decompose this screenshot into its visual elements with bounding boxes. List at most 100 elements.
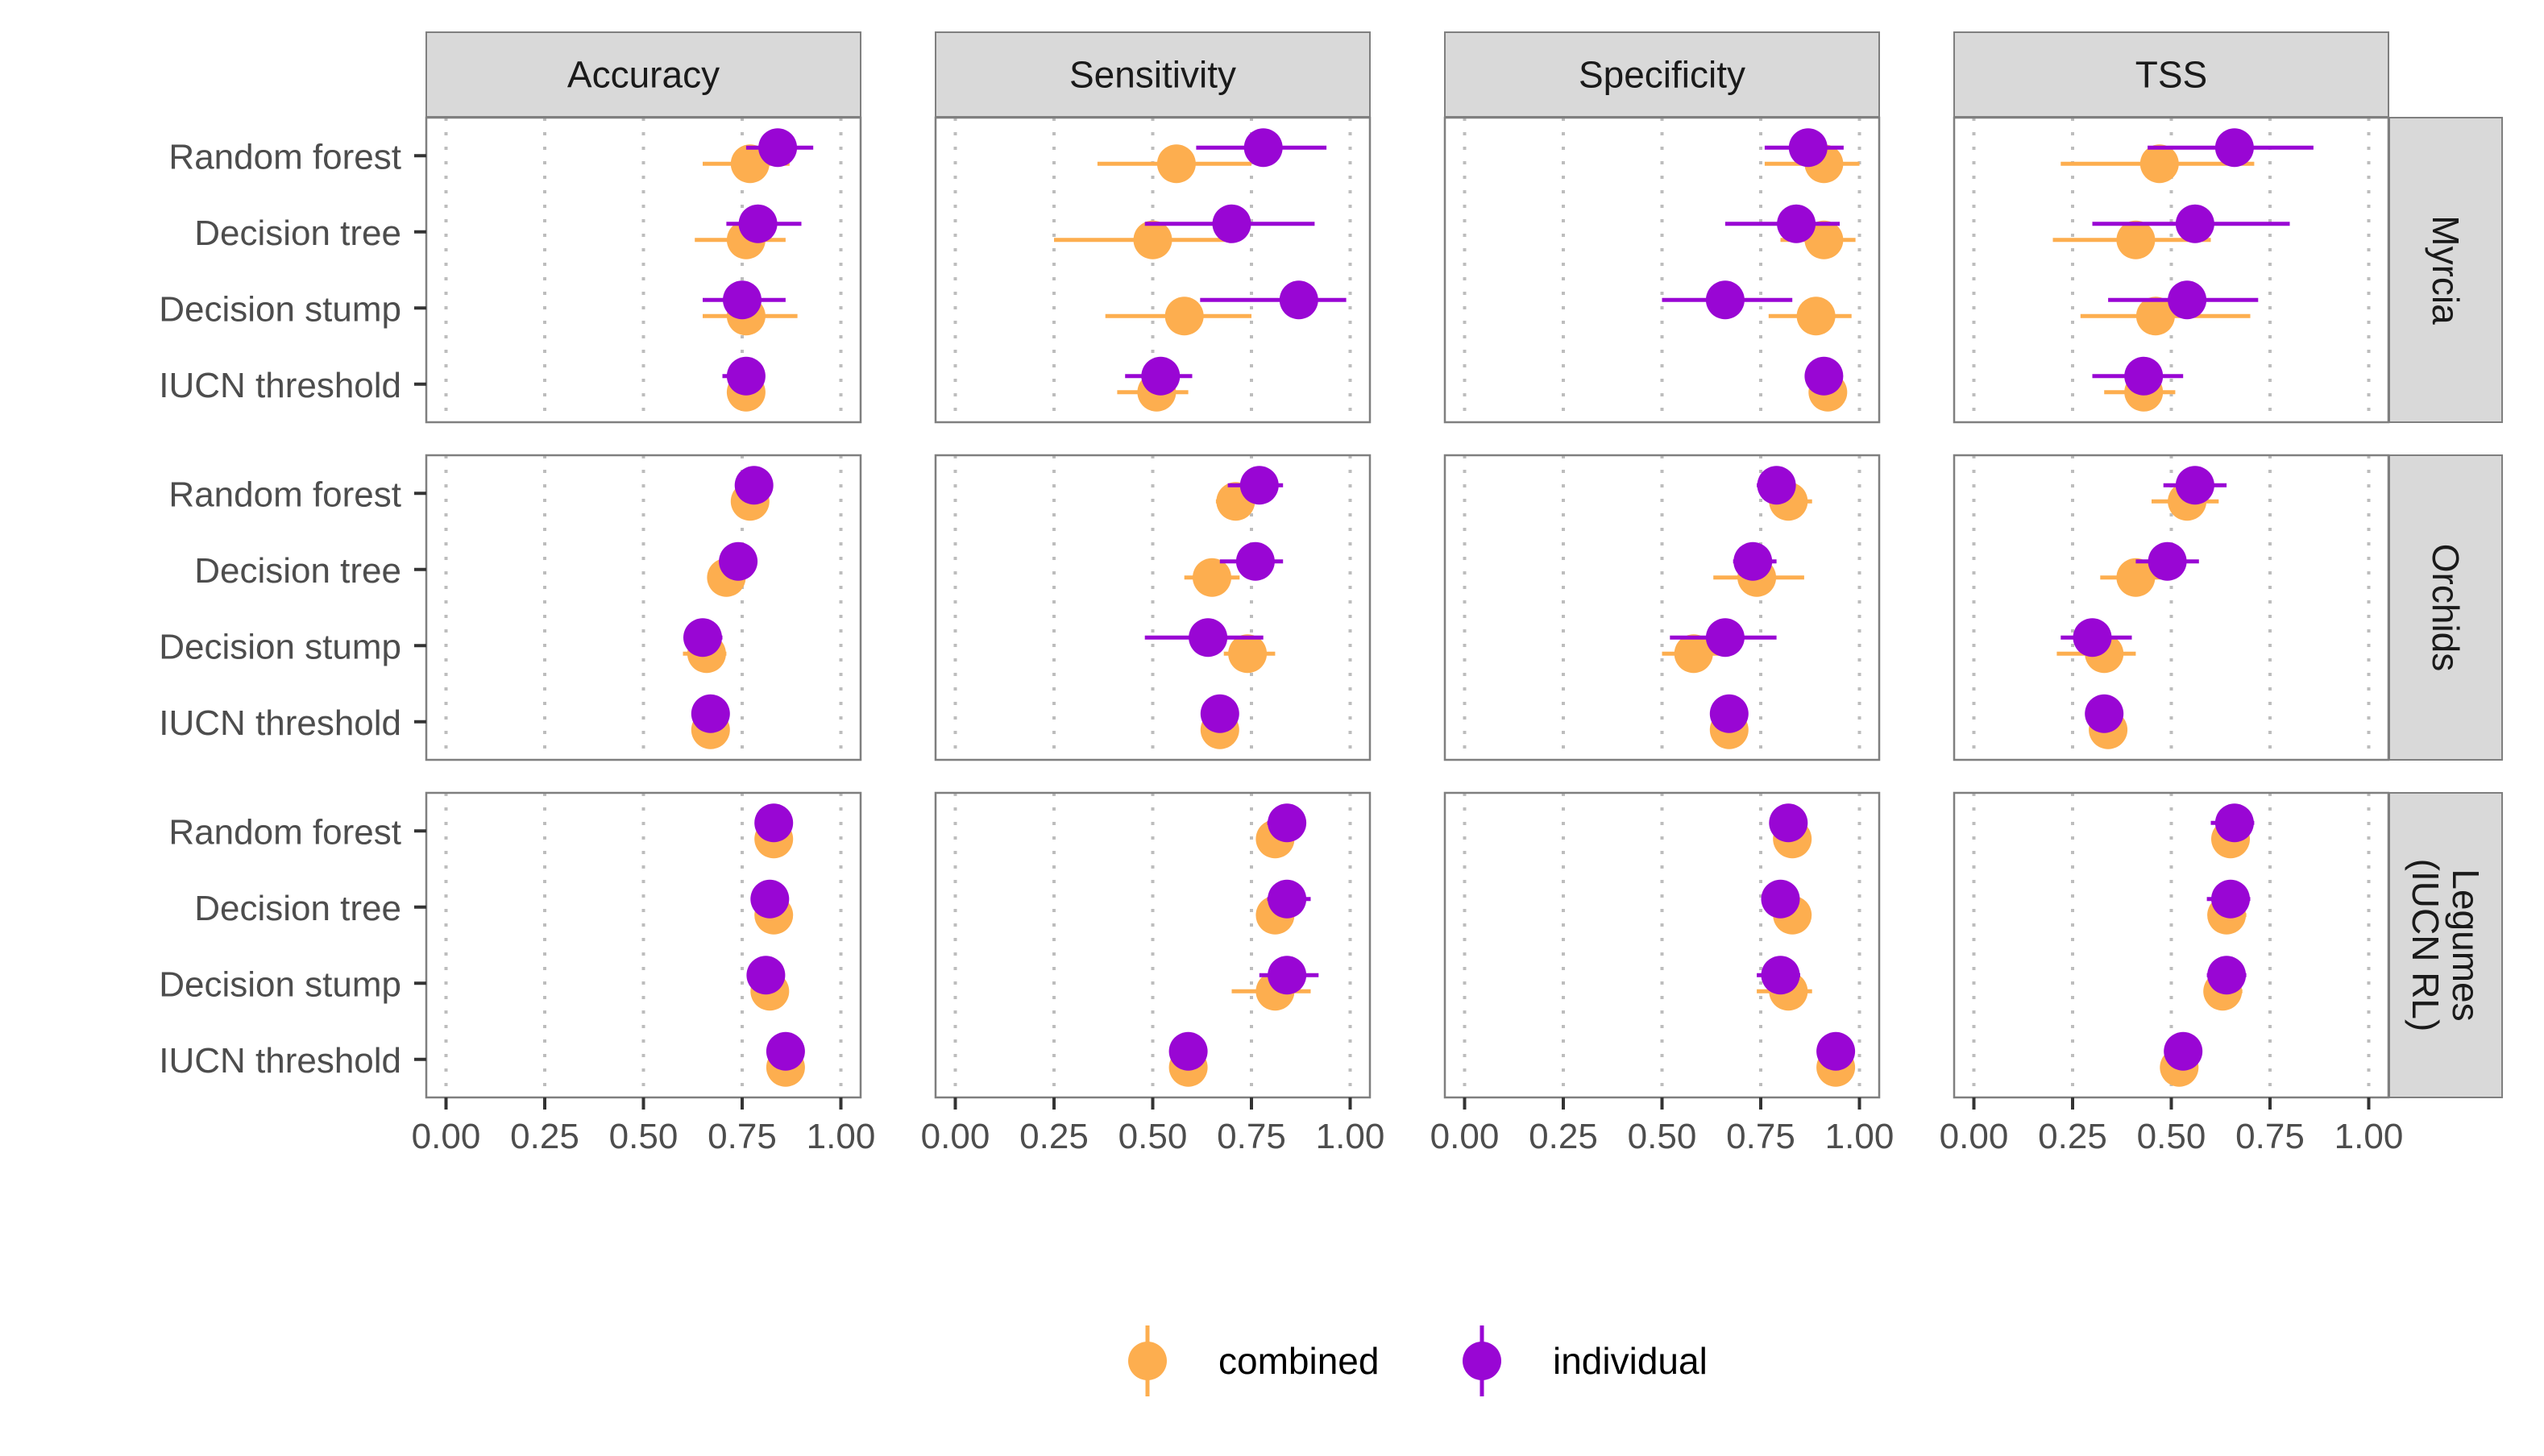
panel-background [936, 455, 1370, 760]
x-tick-label: 1.00 [807, 1117, 876, 1156]
panel-legumes-iucn-rl-accuracy [425, 791, 862, 1099]
individual-point [2214, 128, 2254, 168]
y-tick-label-random-forest: Random forest [168, 475, 401, 514]
individual-point [1212, 204, 1251, 243]
individual-point [2214, 803, 2254, 843]
panel-myrcia-accuracy [425, 116, 862, 424]
x-tick-label: 0.75 [1726, 1117, 1795, 1156]
y-tick-label-decision-tree: Decision tree [194, 551, 401, 591]
individual-point [2211, 879, 2250, 919]
individual-point [1769, 803, 1808, 843]
individual-point [1816, 1031, 1856, 1071]
x-tick-label: 0.00 [921, 1117, 990, 1156]
x-tick-label: 0.00 [1940, 1117, 2009, 1156]
individual-point [1268, 956, 1307, 995]
strip-label-specificity: Specificity [1579, 54, 1745, 96]
individual-point [726, 356, 766, 396]
individual-point [2164, 1031, 2203, 1071]
strip-label-legumes-iucn-rl: Legumes(IUCN RL) [2405, 859, 2487, 1032]
combined-point [2116, 558, 2156, 597]
individual-point [750, 879, 790, 919]
combined-point [1156, 144, 1196, 184]
combined-point [2135, 297, 2175, 336]
strip-label-line: (IUCN RL) [2405, 859, 2446, 1032]
individual-point [683, 618, 722, 657]
x-tick-label: 0.25 [1529, 1117, 1598, 1156]
y-tick-label-iucn-threshold: IUCN threshold [159, 366, 401, 405]
x-tick-label: 0.50 [1628, 1117, 1697, 1156]
panel-myrcia-tss [1953, 116, 2390, 424]
legend-label: combined [1218, 1340, 1379, 1382]
x-tick-label: 0.50 [2137, 1117, 2206, 1156]
individual-point [1141, 356, 1181, 396]
strip-myrcia [2388, 117, 2503, 423]
individual-point [2148, 541, 2187, 581]
individual-point [2207, 956, 2247, 995]
individual-point [1200, 694, 1239, 733]
individual-point [1168, 1031, 1208, 1071]
x-tick-label: 0.75 [2235, 1117, 2305, 1156]
panel-border [425, 454, 862, 761]
combined-point [2139, 144, 2179, 184]
y-tick-label-iucn-threshold: IUCN threshold [159, 703, 401, 743]
y-tick-label-decision-stump: Decision stump [159, 289, 401, 329]
individual-point [1268, 879, 1307, 919]
strip-label-sensitivity: Sensitivity [1069, 54, 1236, 96]
individual-point [2175, 466, 2214, 505]
individual-point [738, 204, 778, 243]
strip-specificity [1444, 31, 1880, 118]
panels-layer [425, 116, 2390, 1099]
strip-accuracy [425, 31, 861, 118]
individual-point [1777, 204, 1816, 243]
panel-orchids-sensitivity [934, 454, 1372, 761]
panel-legumes-iucn-rl-specificity [1443, 791, 1881, 1099]
individual-point [754, 803, 794, 843]
individual-point [1804, 356, 1844, 396]
legend-label: individual [1553, 1340, 1708, 1382]
panel-background [936, 793, 1370, 1097]
strip-label-line: Orchids [2425, 544, 2467, 671]
strip-label-myrcia: Myrcia [2425, 215, 2467, 325]
strip-sensitivity [935, 31, 1371, 118]
panel-myrcia-specificity [1443, 116, 1881, 424]
strip-label-accuracy: Accuracy [567, 54, 720, 96]
individual-point [1705, 618, 1745, 657]
individual-point [2073, 618, 2112, 657]
individual-point [1243, 128, 1283, 168]
x-tick-label: 0.00 [412, 1117, 481, 1156]
individual-point [1761, 879, 1800, 919]
x-tick-label: 0.50 [609, 1117, 679, 1156]
individual-point [1235, 541, 1275, 581]
individual-point [719, 541, 758, 581]
panel-orchids-accuracy [425, 454, 862, 761]
x-tick-label: 0.75 [708, 1117, 777, 1156]
panel-legumes-iucn-rl-sensitivity [934, 791, 1372, 1099]
individual-point [2124, 356, 2164, 396]
combined-point [1674, 634, 1713, 674]
individual-point [1733, 541, 1773, 581]
panel-orchids-tss [1953, 454, 2390, 761]
individual-point [1239, 466, 1279, 505]
y-tick-label-decision-tree: Decision tree [194, 889, 401, 928]
individual-point [1757, 466, 1796, 505]
individual-point [691, 694, 730, 733]
individual-point [2168, 280, 2207, 320]
combined-point [1228, 634, 1268, 674]
individual-point [758, 128, 798, 168]
combined-point [1193, 558, 1231, 597]
strip-label-tss: TSS [2135, 54, 2207, 96]
y-tick-label-decision-stump: Decision stump [159, 964, 401, 1004]
combined-point [1133, 220, 1172, 259]
y-tick-label-random-forest: Random forest [168, 812, 401, 852]
panel-border [1443, 454, 1881, 761]
individual-point [1761, 956, 1800, 995]
panel-background [426, 118, 861, 422]
legend-key-point [1463, 1342, 1501, 1380]
x-tick-label: 1.00 [2334, 1117, 2404, 1156]
individual-point [723, 280, 762, 320]
y-tick-label-decision-stump: Decision stump [159, 627, 401, 666]
strip-label-line: Legumes [2445, 869, 2487, 1021]
individual-point [766, 1031, 805, 1071]
legend-key-point [1128, 1342, 1167, 1380]
